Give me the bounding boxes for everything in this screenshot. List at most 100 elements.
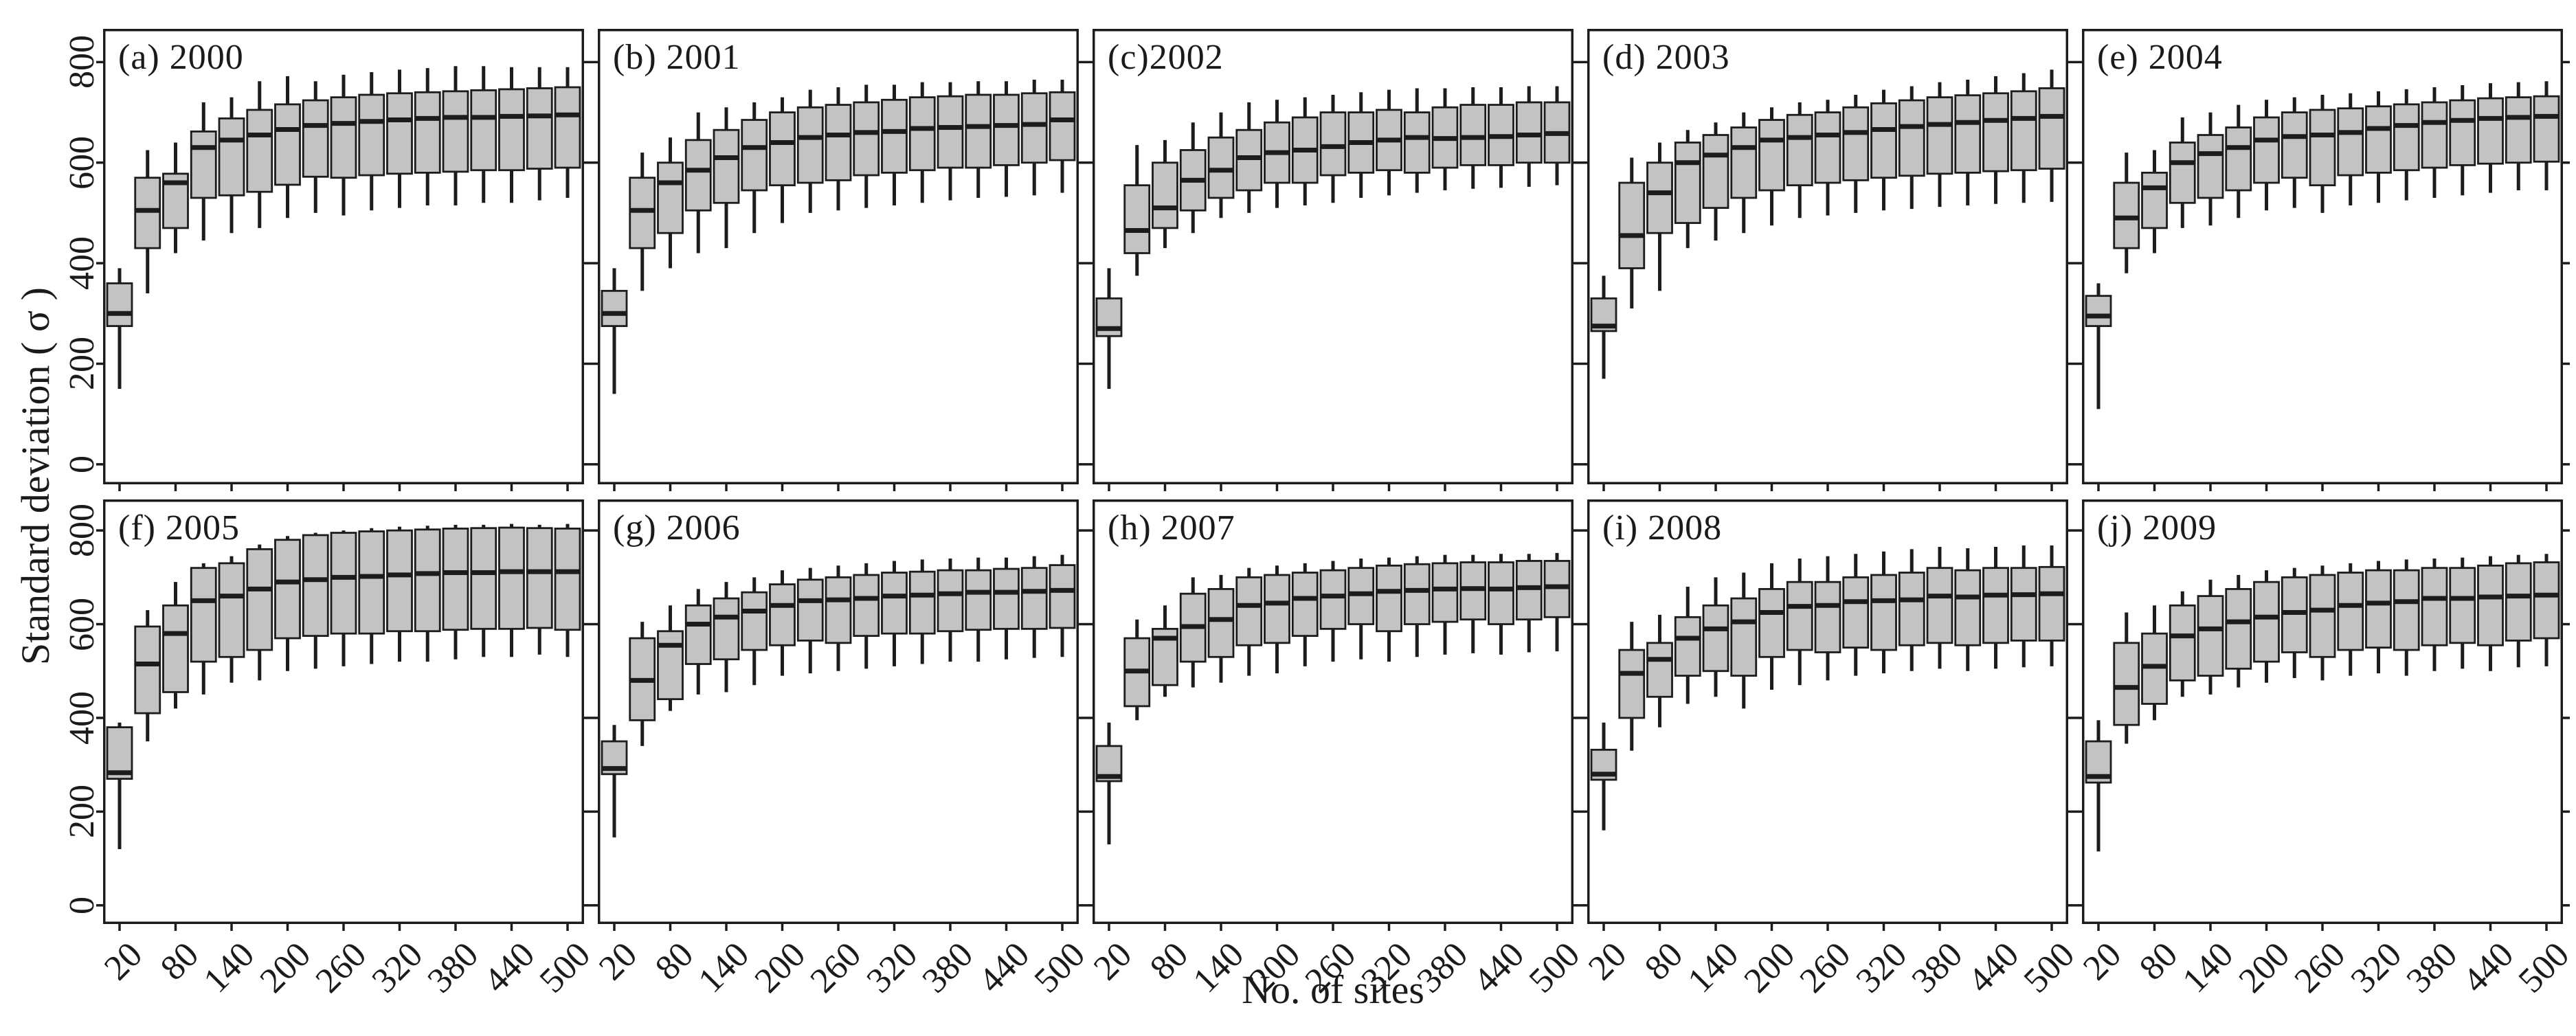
panel-border: [598, 29, 1079, 484]
boxplot-sites-440: [498, 67, 525, 203]
boxplot-sites-140: [1207, 574, 1235, 683]
panel-title-2002: (c)2002: [1108, 38, 1224, 77]
boxplot-sites-50: [2113, 153, 2140, 273]
x-tick-label-260: 260: [803, 934, 869, 1001]
y-tick-label-400: 400: [63, 690, 102, 745]
boxplot-sites-380: [2421, 559, 2448, 671]
boxplot-sites-110: [1674, 586, 1701, 704]
iqr-box: [1758, 119, 1785, 192]
iqr-box: [386, 92, 413, 175]
boxplot-sites-500: [2533, 81, 2560, 191]
x-tick-label-140: 140: [196, 934, 262, 1001]
boxplot-sites-140: [2197, 112, 2224, 226]
boxplot-sites-350: [2393, 559, 2420, 676]
boxplot-sites-290: [853, 85, 880, 208]
iqr-box: [1898, 572, 1925, 646]
y-tick-label-600: 600: [63, 135, 102, 190]
iqr-box: [162, 604, 189, 693]
x-tick-label-380: 380: [420, 934, 486, 1001]
boxplot-sites-260: [825, 565, 852, 671]
boxplot-sites-230: [796, 567, 824, 674]
boxplot-sites-350: [1898, 549, 1925, 671]
x-tick-label-80: 80: [1637, 934, 1690, 988]
y-tick-label-400: 400: [63, 236, 102, 291]
boxplot-sites-170: [741, 577, 768, 686]
boxplot-sites-410: [1954, 80, 1982, 205]
boxplot-sites-50: [1618, 622, 1646, 751]
x-tick-label-440: 440: [1960, 934, 2026, 1001]
iqr-box: [2010, 567, 2037, 642]
boxplot-sites-200: [1264, 565, 1290, 674]
boxplot-sites-500: [1049, 80, 1076, 193]
iqr-box: [358, 93, 385, 177]
iqr-box: [1235, 128, 1263, 192]
iqr-box: [2477, 564, 2504, 646]
x-axis-title: No. of sites: [1242, 967, 1424, 1012]
boxplot-sites-500: [1543, 86, 1571, 185]
boxplot-sites-410: [965, 557, 992, 662]
boxplot-sites-470: [1515, 554, 1543, 653]
boxplot-sites-80: [162, 582, 189, 709]
boxplot-sites-200: [274, 76, 301, 218]
boxplot-sites-110: [2169, 117, 2196, 228]
iqr-box: [190, 130, 217, 199]
panel-border: [103, 499, 584, 924]
boxplot-sites-50: [629, 622, 656, 746]
panel-plot-2002: [1086, 29, 1580, 491]
boxplot-sites-320: [1870, 89, 1897, 211]
boxplot-sites-80: [162, 142, 189, 254]
boxplot-sites-110: [684, 589, 712, 695]
boxplot-sites-410: [2449, 85, 2476, 196]
boxplot-sites-350: [414, 68, 441, 205]
x-tick-label-380: 380: [2399, 934, 2465, 1001]
y-tick-label-800: 800: [63, 504, 102, 558]
x-tick-label-260: 260: [2287, 934, 2353, 1001]
boxplot-sites-260: [1319, 94, 1347, 203]
iqr-box: [554, 527, 581, 631]
x-tick-label-80: 80: [153, 934, 206, 988]
boxplot-sites-410: [965, 81, 992, 198]
y-tick-label-200: 200: [63, 337, 102, 391]
x-tick-label-380: 380: [915, 934, 981, 1001]
boxplot-sites-230: [2281, 567, 2308, 678]
boxplot-sites-20: [601, 268, 628, 394]
iqr-box: [2169, 142, 2196, 204]
boxplot-sites-440: [993, 557, 1020, 660]
boxplot-sites-200: [2253, 570, 2280, 683]
x-tick-label-320: 320: [2343, 934, 2409, 1001]
x-tick-label-200: 200: [252, 934, 318, 1001]
iqr-box: [1674, 142, 1701, 224]
boxplot-sites-140: [713, 107, 740, 249]
iqr-box: [190, 567, 217, 663]
iqr-box: [302, 534, 329, 637]
boxplot-sites-350: [908, 82, 936, 203]
iqr-box: [965, 93, 992, 169]
x-tick-label-20: 20: [1581, 934, 1635, 988]
boxplot-sites-230: [1786, 559, 1813, 686]
iqr-box: [2505, 96, 2532, 164]
iqr-box: [2477, 97, 2504, 165]
iqr-box: [2038, 565, 2065, 642]
panel-title-2009: (j) 2009: [2097, 508, 2217, 548]
panel-title-2001: (b) 2001: [613, 38, 741, 77]
panel-border: [1587, 29, 2068, 484]
boxplot-sites-110: [684, 112, 712, 254]
boxplot-sites-170: [741, 102, 768, 234]
iqr-box: [1618, 181, 1646, 269]
panel-plot-2005: [96, 499, 591, 931]
boxplot-sites-170: [2225, 104, 2252, 218]
boxplot-sites-110: [1179, 577, 1207, 688]
boxplot-sites-200: [2253, 100, 2280, 211]
x-tick-label-20: 20: [2076, 934, 2129, 988]
iqr-box: [2197, 134, 2224, 199]
iqr-box: [2421, 567, 2448, 646]
boxplot-sites-20: [1590, 275, 1617, 379]
boxplot-sites-230: [1786, 102, 1813, 218]
iqr-box: [1674, 616, 1701, 677]
panel-title-2000: (a) 2000: [118, 38, 244, 77]
boxplot-sites-170: [2225, 574, 2252, 688]
boxplot-sites-260: [330, 530, 357, 666]
boxplot-sites-410: [1459, 87, 1487, 189]
iqr-box: [1954, 569, 1982, 646]
